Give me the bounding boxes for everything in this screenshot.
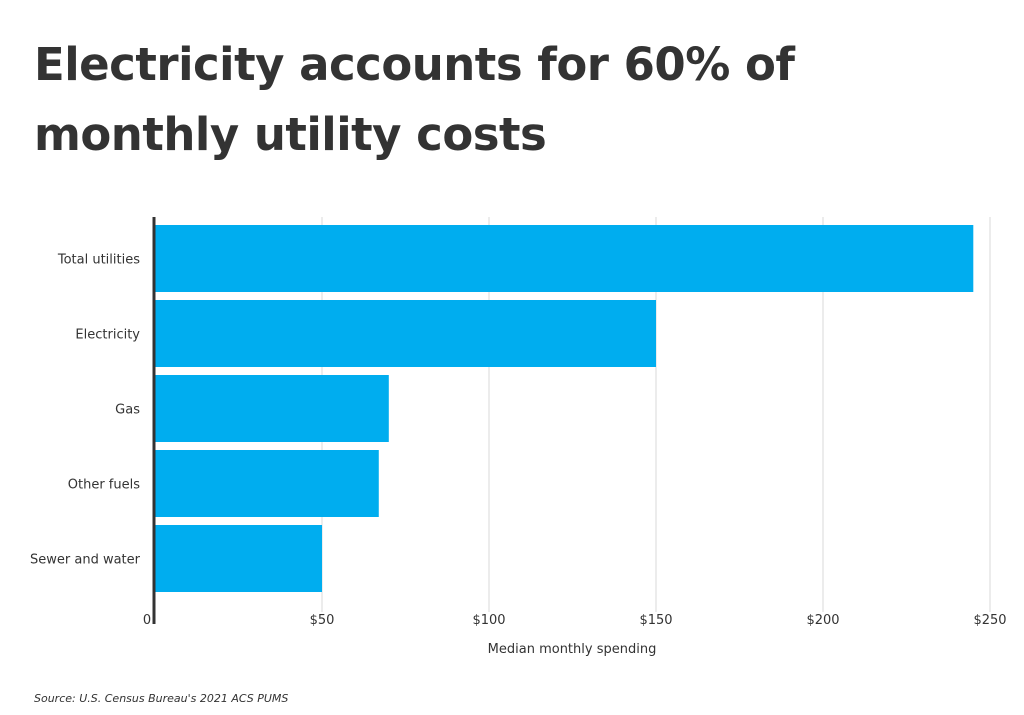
bar	[155, 450, 379, 517]
category-label: Sewer and water	[30, 553, 141, 568]
category-label: Gas	[115, 403, 140, 418]
category-label: Other fuels	[68, 478, 140, 493]
bar	[155, 375, 389, 442]
bar	[155, 525, 322, 592]
x-tick-label: $150	[639, 613, 672, 628]
bar	[155, 300, 656, 367]
x-tick-labels: 0 $50 $100 $150 $200 $250	[143, 613, 1007, 628]
source-note: Source: U.S. Census Bureau's 2021 ACS PU…	[34, 692, 289, 705]
category-labels: Total utilities Electricity Gas Other fuels…	[30, 253, 141, 568]
x-tick-label: $100	[472, 613, 505, 628]
bar	[155, 225, 974, 292]
x-tick-label: 0	[143, 613, 151, 628]
x-tick-label: $50	[310, 613, 335, 628]
x-tick-label: $250	[973, 613, 1006, 628]
chart-title: Electricity accounts for 60% of monthly …	[34, 38, 795, 161]
x-axis-label: Median monthly spending	[488, 642, 657, 657]
x-tick-label: $200	[806, 613, 839, 628]
category-label: Total utilities	[57, 253, 140, 268]
bars	[155, 225, 974, 592]
category-label: Electricity	[75, 328, 140, 343]
